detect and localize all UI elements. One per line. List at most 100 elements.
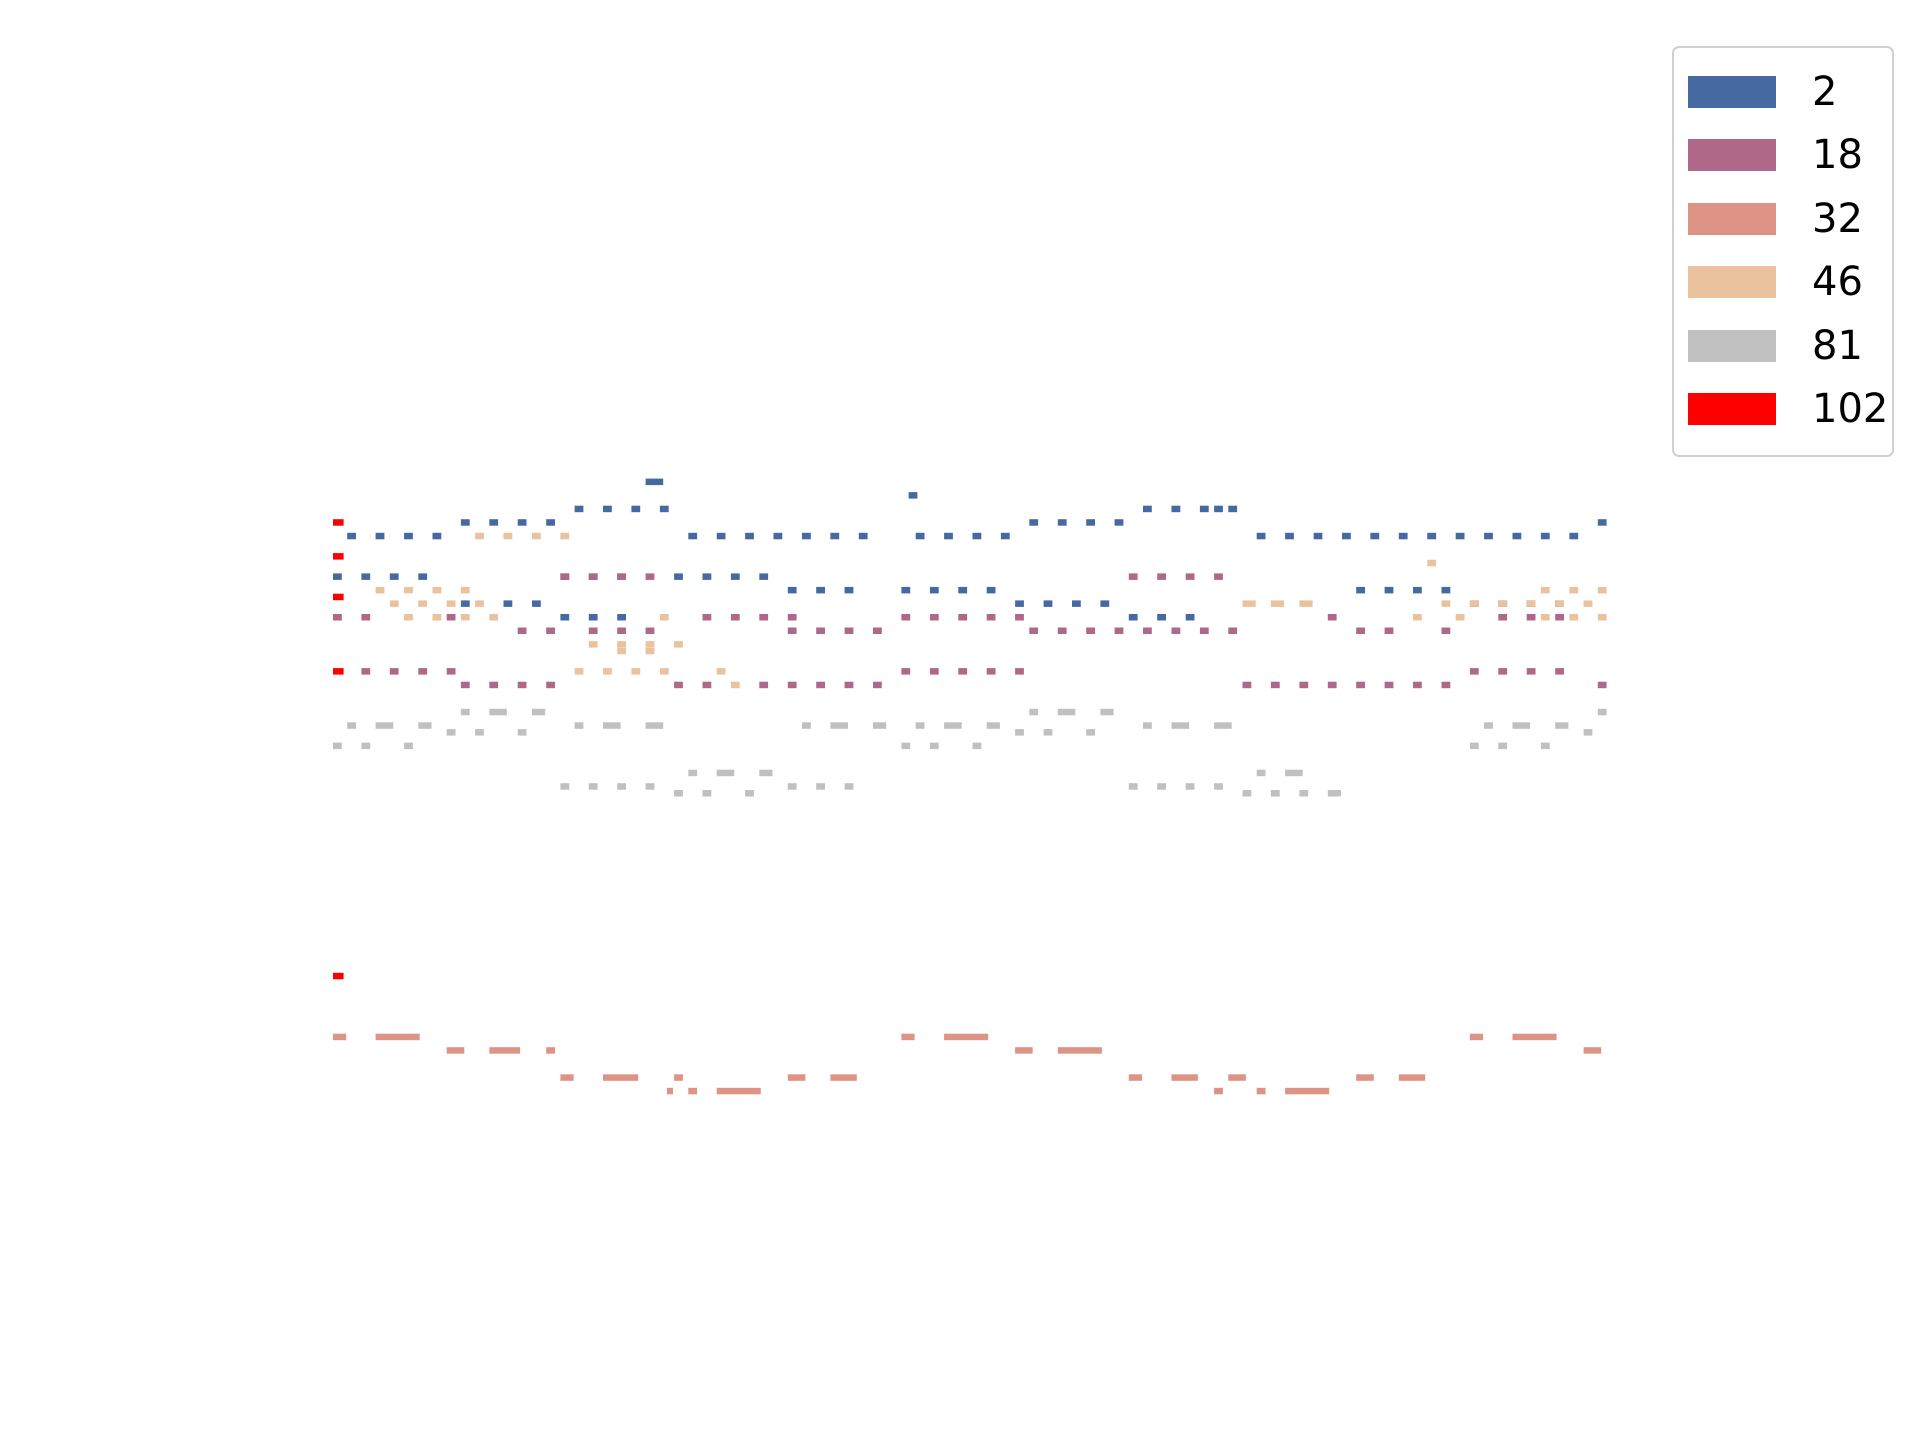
- note-46-4: [1427, 559, 1437, 567]
- note-46-23: [1555, 600, 1564, 607]
- note-46-24: [1583, 600, 1593, 607]
- note-46-20: [1469, 600, 1479, 607]
- legend-item-81: 81: [1688, 314, 1878, 378]
- note-18-69: [1270, 681, 1280, 689]
- note-2-5: [659, 505, 669, 513]
- note-2-50: [418, 573, 428, 580]
- note-18-11: [702, 614, 712, 621]
- note-18-48: [901, 668, 911, 675]
- note-2-56: [730, 573, 740, 580]
- note-2-0: [645, 478, 664, 486]
- note-18-4: [1128, 573, 1138, 580]
- note-81-10: [574, 722, 584, 729]
- legend-item-32: 32: [1688, 187, 1878, 251]
- note-2-20: [347, 532, 356, 540]
- note-32-25: [1214, 1087, 1223, 1095]
- note-81-46: [560, 783, 570, 790]
- legend-swatch-81: [1688, 329, 1776, 362]
- note-18-57: [460, 681, 470, 689]
- note-18-71: [1327, 681, 1337, 689]
- note-32-3: [944, 1033, 989, 1041]
- note-46-36: [617, 641, 626, 648]
- note-46-7: [432, 586, 442, 594]
- note-46-35: [588, 641, 598, 648]
- note-81-20: [1171, 722, 1190, 729]
- note-2-12: [489, 519, 499, 526]
- note-32-8: [546, 1047, 555, 1054]
- note-2-55: [702, 573, 712, 580]
- note-2-29: [830, 532, 840, 540]
- series-81: [333, 708, 1607, 797]
- note-18-0: [560, 573, 570, 580]
- note-18-6: [1185, 573, 1195, 580]
- note-81-14: [830, 722, 848, 729]
- note-81-23: [1512, 722, 1531, 729]
- note-81-56: [1214, 783, 1223, 790]
- note-81-41: [688, 769, 698, 777]
- note-32-23: [688, 1087, 698, 1095]
- note-2-70: [503, 600, 513, 607]
- note-2-36: [1285, 532, 1294, 540]
- note-18-47: [446, 668, 456, 675]
- note-18-42: [1384, 627, 1394, 634]
- legend-swatch-18: [1688, 139, 1776, 172]
- note-18-67: [873, 681, 882, 689]
- note-18-53: [1469, 668, 1479, 675]
- note-46-30: [1413, 614, 1422, 621]
- note-2-43: [1484, 532, 1493, 540]
- note-18-75: [1441, 681, 1451, 689]
- note-2-26: [745, 532, 754, 540]
- note-32-18: [1171, 1074, 1198, 1081]
- note-18-21: [1498, 614, 1508, 621]
- legend-swatch-102: [1688, 393, 1776, 426]
- note-46-45: [716, 668, 726, 675]
- note-2-16: [1057, 519, 1067, 526]
- note-81-4: [1057, 708, 1076, 716]
- note-46-19: [1441, 600, 1451, 607]
- note-32-2: [901, 1033, 915, 1041]
- note-18-43: [1441, 627, 1451, 634]
- note-2-44: [1512, 532, 1522, 540]
- note-81-8: [375, 722, 394, 729]
- note-46-44: [659, 668, 669, 675]
- note-2-15: [1029, 519, 1039, 526]
- note-2-75: [1100, 600, 1110, 607]
- note-81-63: [1327, 790, 1341, 797]
- legend-swatch-32: [1688, 202, 1776, 235]
- note-46-43: [631, 668, 641, 675]
- note-2-35: [1256, 532, 1266, 540]
- note-81-31: [1583, 729, 1593, 736]
- note-2-46: [1569, 532, 1579, 540]
- note-32-1: [375, 1033, 420, 1041]
- note-81-3: [1029, 708, 1039, 716]
- note-81-9: [418, 722, 432, 729]
- note-2-30: [858, 532, 868, 540]
- note-32-13: [603, 1074, 639, 1081]
- note-18-65: [816, 681, 825, 689]
- note-81-61: [1270, 790, 1280, 797]
- note-46-6: [404, 586, 413, 594]
- note-18-10: [446, 614, 456, 621]
- note-102-2: [333, 593, 344, 601]
- note-81-18: [986, 722, 1000, 729]
- note-2-24: [688, 532, 698, 540]
- note-18-72: [1356, 681, 1365, 689]
- note-2-81: [588, 614, 598, 621]
- note-32-27: [1285, 1087, 1330, 1095]
- note-46-40: [645, 647, 655, 655]
- note-2-74: [1072, 600, 1081, 607]
- note-2-69: [460, 600, 470, 607]
- note-81-45: [1285, 769, 1303, 777]
- note-18-17: [958, 614, 968, 621]
- note-2-82: [617, 614, 626, 621]
- legend-item-102: 102: [1688, 378, 1888, 442]
- note-18-74: [1413, 681, 1422, 689]
- note-2-72: [1015, 600, 1024, 607]
- note-46-14: [446, 600, 456, 607]
- note-2-85: [1185, 614, 1195, 621]
- note-81-44: [1256, 769, 1266, 777]
- note-2-66: [1384, 586, 1394, 594]
- note-81-33: [361, 742, 371, 750]
- series-18: [333, 573, 1607, 689]
